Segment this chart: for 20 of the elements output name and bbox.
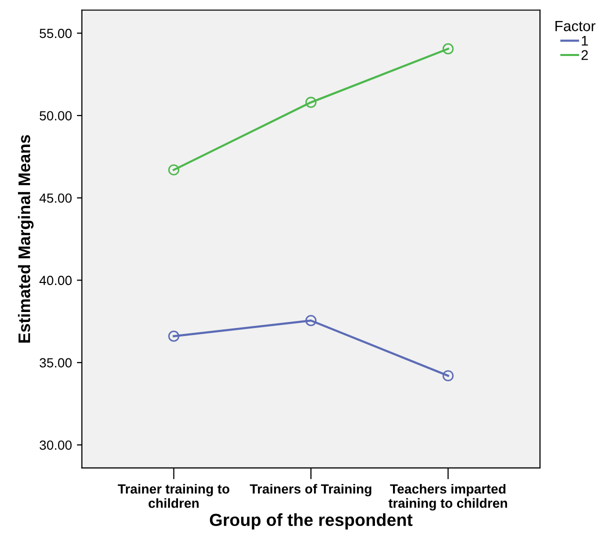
x-tick-label: Trainer training to children bbox=[118, 484, 230, 508]
legend-label: 1 bbox=[582, 36, 588, 46]
y-tick-label: 45.00 bbox=[39, 193, 72, 203]
point bbox=[442, 370, 454, 382]
y-tick-label: 40.00 bbox=[39, 276, 72, 286]
legend-label: 2 bbox=[582, 50, 588, 60]
y-tick-label: 55.00 bbox=[40, 28, 72, 38]
x-tick-label: Teachers imparted training to children bbox=[388, 484, 508, 511]
y-tick-label: 30.00 bbox=[40, 440, 72, 450]
x-tick-label: Trainers of Training bbox=[250, 484, 372, 496]
y-tick-label: 35.00 bbox=[40, 358, 72, 368]
y-axis-title: Estimated Marginal Means bbox=[18, 135, 34, 343]
x-axis-title: Group of the respondent bbox=[210, 513, 412, 530]
legend-title: Factor bbox=[555, 21, 596, 32]
point bbox=[305, 96, 316, 108]
point bbox=[168, 330, 180, 342]
y-tick-label: 50.00 bbox=[40, 111, 72, 120]
point bbox=[168, 164, 180, 176]
point bbox=[305, 315, 316, 326]
point bbox=[442, 43, 454, 54]
